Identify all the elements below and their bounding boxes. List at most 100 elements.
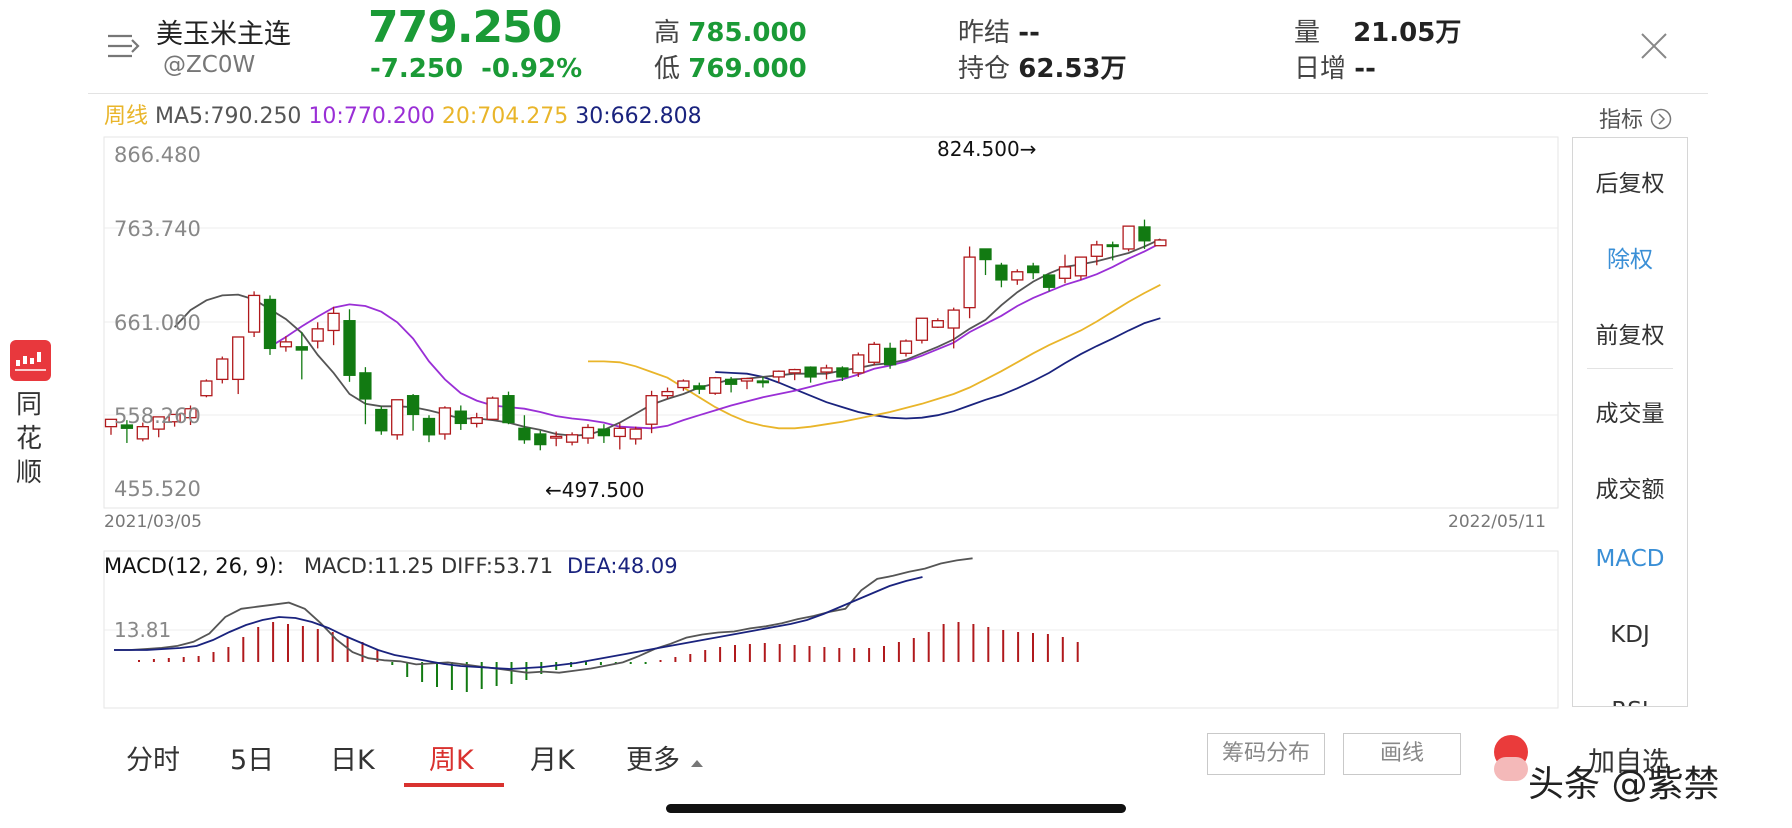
y-tick-label: 763.740 (114, 217, 201, 241)
watermark: 头条 @紫禁 (1528, 764, 1720, 805)
side-item-forward-adjust[interactable]: 前复权 (1595, 323, 1665, 349)
x-start-label: 2021/03/05 (104, 512, 202, 532)
min-price-label: ←497.500 (545, 478, 644, 502)
candle-up (152, 416, 165, 430)
y-tick-label: 661.000 (114, 311, 201, 335)
high-value: 785.000 (688, 18, 807, 48)
ma30-line (715, 317, 1161, 420)
candle-up (565, 434, 579, 443)
candle-up (470, 417, 483, 425)
logo-char: 同 (16, 390, 43, 420)
macd-y-tick: 13.81 (114, 618, 171, 642)
tab-daily-k[interactable]: 日K (330, 745, 375, 776)
instrument-code: @ZC0W (163, 52, 256, 78)
candle-down (1027, 265, 1040, 274)
candle-down (724, 378, 738, 385)
candle-up (1074, 256, 1088, 277)
tab-5day[interactable]: 5日 (230, 745, 275, 776)
tab-more[interactable]: 更多 (626, 738, 705, 777)
header-divider (88, 93, 1708, 94)
candle-down (1106, 244, 1119, 248)
home-indicator[interactable] (666, 804, 1126, 813)
period-tabs: 分时 5日 日K 周K 月K 更多 (0, 730, 1792, 790)
candle-up (613, 427, 626, 438)
dea-value: DEA:48.09 (567, 554, 678, 578)
daily-increase-label: 日增 (1294, 54, 1347, 84)
open-interest-stat: 持仓 62.53万 (958, 48, 1127, 85)
prev-settle-value: -- (1018, 18, 1040, 48)
ths-logo-icon[interactable] (10, 340, 51, 381)
side-item-turnover[interactable]: 成交额 (1595, 477, 1665, 503)
candle-down (120, 424, 134, 429)
candle-up (915, 317, 929, 341)
logo-char: 花 (16, 424, 43, 454)
candle-down (406, 395, 420, 416)
side-item-macd[interactable]: MACD (1595, 546, 1665, 572)
side-item-rsi[interactable]: RSI (1573, 698, 1687, 706)
daily-increase-value: -- (1354, 54, 1376, 84)
tab-more-label: 更多 (626, 745, 680, 776)
candle-down (693, 385, 706, 390)
open-interest-label: 持仓 (958, 54, 1011, 84)
side-item-kdj[interactable]: KDJ (1610, 622, 1650, 648)
macd-value: MACD:11.25 (304, 554, 434, 578)
volume-value: 21.05万 (1353, 18, 1462, 48)
candle-up (677, 380, 690, 389)
side-item-volume[interactable]: 成交量 (1595, 401, 1665, 427)
side-item-ex-rights[interactable]: 除权 (1607, 247, 1653, 273)
candle-down (804, 366, 817, 378)
logo-char: 顺 (16, 458, 43, 488)
menu-lines-icon[interactable] (106, 30, 140, 62)
candle-up (629, 428, 642, 440)
candle-up (168, 413, 181, 423)
candle-down (979, 248, 992, 261)
candle-up (931, 320, 944, 328)
tab-weekly-k[interactable]: 周K (429, 745, 474, 776)
dea-line (114, 576, 923, 670)
price-change: -7.250 -0.92% (370, 54, 582, 84)
tab-monthly-k[interactable]: 月K (530, 745, 575, 776)
candle-down (518, 427, 531, 441)
low-value: 769.000 (688, 54, 807, 84)
chip-distribution-button[interactable]: 筹码分布 (1207, 733, 1325, 775)
candles (104, 219, 1167, 451)
side-item-back-adjust[interactable]: 后复权 (1595, 171, 1665, 197)
add-favorite-button[interactable]: 加自选 (1588, 747, 1669, 778)
candle-down (422, 417, 436, 436)
draw-line-button[interactable]: 画线 (1343, 733, 1461, 775)
ma10-line (269, 242, 1161, 430)
max-price-label: 824.500→ (937, 137, 1036, 161)
candle-up (438, 407, 452, 435)
candle-down (1042, 274, 1056, 288)
candle-up (1090, 244, 1103, 257)
candle-up (581, 426, 595, 439)
y-tick-label: 455.520 (114, 477, 201, 501)
volume-label: 量 (1294, 18, 1321, 48)
candle-up (661, 390, 674, 397)
last-price: 779.250 (368, 2, 562, 53)
candle-up (327, 312, 340, 332)
candle-up (104, 418, 118, 428)
candle-up (645, 395, 658, 425)
prev-settle-stat: 昨结 -- (958, 12, 1040, 49)
candle-up (136, 426, 149, 440)
candle-up (820, 367, 833, 373)
close-icon[interactable] (1636, 28, 1672, 64)
candle-down (1138, 226, 1151, 242)
candle-down (295, 346, 308, 351)
candle-up (852, 354, 865, 374)
period-label: 周线 (104, 104, 149, 129)
change-value: -7.250 (370, 54, 464, 84)
diff-value: DIFF:53.71 (441, 554, 553, 578)
candle-up (1154, 239, 1167, 247)
indicator-button[interactable]: 指标 (1599, 102, 1672, 134)
candle-up (1122, 225, 1135, 250)
instrument-name: 美玉米主连 (156, 19, 291, 50)
candle-up (232, 336, 245, 381)
candle-up (709, 377, 722, 394)
volume-stat: 量 21.05万 (1294, 12, 1461, 49)
candle-down (756, 380, 770, 384)
candle-up (947, 309, 960, 329)
tab-intraday[interactable]: 分时 (126, 745, 180, 776)
